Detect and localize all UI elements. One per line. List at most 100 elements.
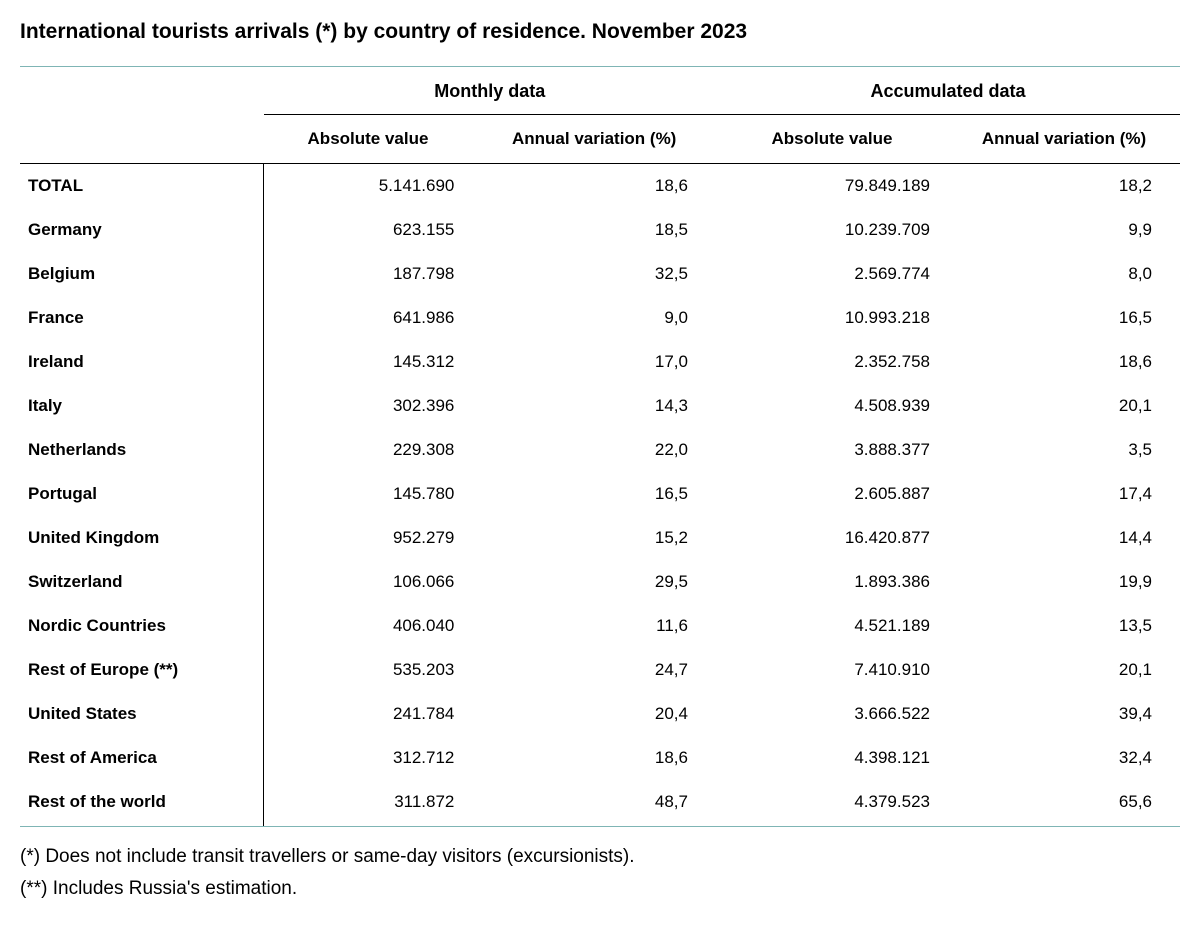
cell-accum-absolute: 2.352.758 xyxy=(716,340,948,384)
cell-accum-absolute: 1.893.386 xyxy=(716,560,948,604)
cell-accum-variation: 14,4 xyxy=(948,516,1180,560)
cell-monthly-variation: 16,5 xyxy=(472,472,716,516)
cell-accum-variation: 18,2 xyxy=(948,164,1180,209)
table-row: Portugal145.78016,52.605.88717,4 xyxy=(20,472,1180,516)
cell-accum-absolute: 3.666.522 xyxy=(716,692,948,736)
table-title: International tourists arrivals (*) by c… xyxy=(20,20,1180,67)
header-empty xyxy=(20,67,264,115)
cell-monthly-absolute: 229.308 xyxy=(264,428,473,472)
cell-accum-absolute: 4.379.523 xyxy=(716,780,948,826)
footnote-2: (**) Includes Russia's estimation. xyxy=(20,873,1180,905)
cell-monthly-variation: 32,5 xyxy=(472,252,716,296)
cell-monthly-absolute: 311.872 xyxy=(264,780,473,826)
cell-monthly-absolute: 145.780 xyxy=(264,472,473,516)
cell-accum-absolute: 3.888.377 xyxy=(716,428,948,472)
cell-monthly-absolute: 241.784 xyxy=(264,692,473,736)
table-row: Rest of America312.71218,64.398.12132,4 xyxy=(20,736,1180,780)
cell-accum-absolute: 79.849.189 xyxy=(716,164,948,209)
table-row: Netherlands229.30822,03.888.3773,5 xyxy=(20,428,1180,472)
cell-monthly-variation: 17,0 xyxy=(472,340,716,384)
subheader-accum-variation: Annual variation (%) xyxy=(948,115,1180,164)
cell-accum-absolute: 7.410.910 xyxy=(716,648,948,692)
table-row: TOTAL5.141.69018,679.849.18918,2 xyxy=(20,164,1180,209)
row-label: Belgium xyxy=(20,252,264,296)
row-label: Rest of the world xyxy=(20,780,264,826)
table-row: Nordic Countries406.04011,64.521.18913,5 xyxy=(20,604,1180,648)
cell-accum-absolute: 2.605.887 xyxy=(716,472,948,516)
tourist-arrivals-table: Monthly data Accumulated data Absolute v… xyxy=(20,67,1180,826)
cell-accum-absolute: 2.569.774 xyxy=(716,252,948,296)
cell-monthly-variation: 48,7 xyxy=(472,780,716,826)
row-label: Nordic Countries xyxy=(20,604,264,648)
cell-accum-variation: 65,6 xyxy=(948,780,1180,826)
table-row: Belgium187.79832,52.569.7748,0 xyxy=(20,252,1180,296)
cell-accum-variation: 39,4 xyxy=(948,692,1180,736)
cell-monthly-absolute: 187.798 xyxy=(264,252,473,296)
row-label: Portugal xyxy=(20,472,264,516)
table-row: Italy302.39614,34.508.93920,1 xyxy=(20,384,1180,428)
cell-accum-variation: 3,5 xyxy=(948,428,1180,472)
subheader-monthly-absolute: Absolute value xyxy=(264,115,473,164)
row-label: Rest of America xyxy=(20,736,264,780)
row-label: United States xyxy=(20,692,264,736)
cell-monthly-variation: 22,0 xyxy=(472,428,716,472)
cell-monthly-absolute: 312.712 xyxy=(264,736,473,780)
cell-monthly-absolute: 406.040 xyxy=(264,604,473,648)
row-label: Ireland xyxy=(20,340,264,384)
cell-monthly-variation: 29,5 xyxy=(472,560,716,604)
cell-accum-absolute: 4.521.189 xyxy=(716,604,948,648)
table-row: Rest of the world311.87248,74.379.52365,… xyxy=(20,780,1180,826)
cell-accum-absolute: 4.508.939 xyxy=(716,384,948,428)
row-label: Italy xyxy=(20,384,264,428)
cell-monthly-variation: 15,2 xyxy=(472,516,716,560)
cell-monthly-variation: 24,7 xyxy=(472,648,716,692)
row-label: Netherlands xyxy=(20,428,264,472)
cell-monthly-absolute: 535.203 xyxy=(264,648,473,692)
table-row: Switzerland106.06629,51.893.38619,9 xyxy=(20,560,1180,604)
subheader-accum-absolute: Absolute value xyxy=(716,115,948,164)
cell-accum-absolute: 16.420.877 xyxy=(716,516,948,560)
subheader-monthly-variation: Annual variation (%) xyxy=(472,115,716,164)
table-row: Germany623.15518,510.239.7099,9 xyxy=(20,208,1180,252)
footnote-1: (*) Does not include transit travellers … xyxy=(20,841,1180,873)
cell-monthly-variation: 20,4 xyxy=(472,692,716,736)
row-label: Switzerland xyxy=(20,560,264,604)
cell-accum-variation: 20,1 xyxy=(948,648,1180,692)
cell-accum-variation: 16,5 xyxy=(948,296,1180,340)
footnotes: (*) Does not include transit travellers … xyxy=(20,827,1180,906)
header-accumulated: Accumulated data xyxy=(716,67,1180,115)
cell-monthly-absolute: 952.279 xyxy=(264,516,473,560)
cell-monthly-variation: 11,6 xyxy=(472,604,716,648)
cell-monthly-variation: 14,3 xyxy=(472,384,716,428)
cell-monthly-absolute: 302.396 xyxy=(264,384,473,428)
cell-monthly-variation: 18,6 xyxy=(472,736,716,780)
cell-accum-variation: 17,4 xyxy=(948,472,1180,516)
row-label: United Kingdom xyxy=(20,516,264,560)
cell-accum-absolute: 4.398.121 xyxy=(716,736,948,780)
cell-accum-variation: 32,4 xyxy=(948,736,1180,780)
cell-monthly-variation: 18,6 xyxy=(472,164,716,209)
cell-accum-variation: 19,9 xyxy=(948,560,1180,604)
cell-monthly-absolute: 623.155 xyxy=(264,208,473,252)
table-row: France641.9869,010.993.21816,5 xyxy=(20,296,1180,340)
table-row: Rest of Europe (**)535.20324,77.410.9102… xyxy=(20,648,1180,692)
cell-accum-variation: 20,1 xyxy=(948,384,1180,428)
cell-accum-variation: 18,6 xyxy=(948,340,1180,384)
cell-monthly-variation: 18,5 xyxy=(472,208,716,252)
cell-monthly-absolute: 106.066 xyxy=(264,560,473,604)
cell-accum-variation: 8,0 xyxy=(948,252,1180,296)
cell-accum-absolute: 10.993.218 xyxy=(716,296,948,340)
row-label: France xyxy=(20,296,264,340)
cell-monthly-absolute: 145.312 xyxy=(264,340,473,384)
row-label: TOTAL xyxy=(20,164,264,209)
subheader-empty xyxy=(20,115,264,164)
table-row: Ireland145.31217,02.352.75818,6 xyxy=(20,340,1180,384)
header-monthly: Monthly data xyxy=(264,67,716,115)
table-row: United States241.78420,43.666.52239,4 xyxy=(20,692,1180,736)
table-group-header-row: Monthly data Accumulated data xyxy=(20,67,1180,115)
cell-monthly-absolute: 5.141.690 xyxy=(264,164,473,209)
cell-monthly-variation: 9,0 xyxy=(472,296,716,340)
cell-accum-variation: 13,5 xyxy=(948,604,1180,648)
table-body: TOTAL5.141.69018,679.849.18918,2Germany6… xyxy=(20,164,1180,827)
row-label: Germany xyxy=(20,208,264,252)
